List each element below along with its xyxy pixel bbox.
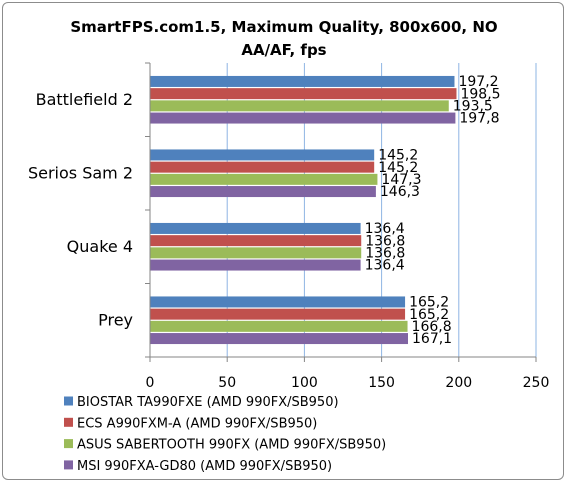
bar [150,112,456,124]
bar [150,296,406,308]
bar [150,161,375,173]
data-label: 193,5 [453,98,493,114]
category-label: Prey [98,310,133,329]
x-tick-label: 50 [218,375,236,391]
bar [150,333,409,345]
x-tick-label: 200 [445,375,472,391]
legend-label: MSI 990FXA-GD80 (AMD 990FX/SB950) [77,459,332,474]
legend-swatch [64,460,73,470]
x-tick-label: 0 [146,375,155,391]
bar [150,100,449,112]
data-label: 167,1 [412,331,452,347]
data-label: 136,4 [365,221,405,237]
bar [150,186,376,198]
bar [150,259,361,271]
x-tick-label: 250 [523,375,550,391]
chart-title-line-1: SmartFPS.com1.5, Maximum Quality, 800x60… [70,18,497,36]
data-label: 145,2 [378,160,418,176]
chart-title-line-2: AA/AF, fps [241,41,326,59]
data-label: 145,2 [378,148,418,164]
bar [150,149,375,161]
legend-swatch [64,439,73,449]
legend-label: ASUS SABERTOOTH 990FX (AMD 990FX/SB950) [77,438,386,453]
bar [150,88,457,100]
bar [150,173,378,185]
data-label: 147,3 [381,172,421,188]
x-tick-label: 100 [291,375,318,391]
chart-frame: SmartFPS.com1.5, Maximum Quality, 800x60… [2,2,564,480]
category-label: Quake 4 [67,237,133,256]
category-label: Battlefield 2 [36,90,133,109]
bar [150,235,362,247]
data-label: 197,8 [459,111,499,127]
legend-swatch [64,396,73,406]
category-label: Serios Sam 2 [28,163,133,182]
data-label: 198,5 [460,86,500,102]
data-label: 146,3 [380,184,420,200]
data-label: 136,4 [365,258,405,274]
legend-swatch [64,417,73,427]
data-label: 136,8 [365,245,405,261]
chart-svg: SmartFPS.com1.5, Maximum Quality, 800x60… [28,18,550,474]
legend-label: BIOSTAR TA990FXE (AMD 990FX/SB950) [77,395,339,410]
x-tick-label: 150 [368,375,395,391]
data-label: 197,2 [458,74,498,90]
data-label: 165,2 [409,295,449,311]
bar [150,75,455,87]
data-label: 166,8 [412,319,452,335]
bar [150,308,406,320]
bar [150,222,361,234]
bar [150,320,408,332]
legend-label: ECS A990FXM-A (AMD 990FX/SB950) [77,416,317,431]
data-label: 136,8 [365,233,405,249]
data-label: 165,2 [409,307,449,323]
bar [150,247,362,259]
